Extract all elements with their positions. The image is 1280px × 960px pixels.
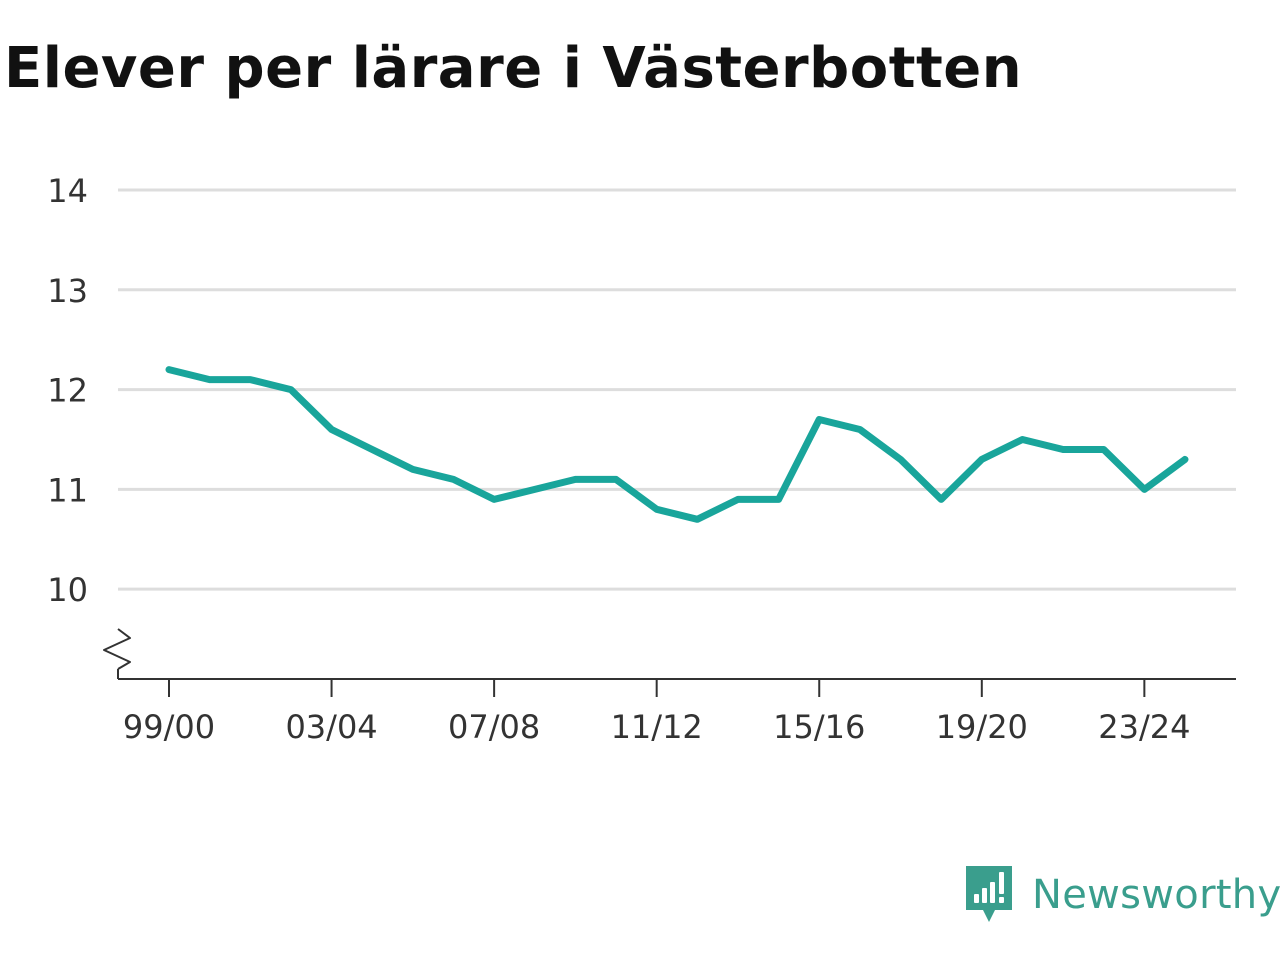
y-tick-label: 13 [47, 272, 88, 310]
y-axis-ticks: 10 11 12 13 14 [47, 172, 88, 609]
y-tick-label: 12 [47, 372, 88, 410]
x-tick-label: 23/24 [1098, 708, 1190, 746]
gridlines [118, 188, 1236, 591]
x-tick-label: 15/16 [773, 708, 865, 746]
series-layer [165, 366, 1189, 523]
y-tick-label: 10 [47, 571, 88, 609]
x-tick-label: 07/08 [448, 708, 540, 746]
y-tick-label: 14 [47, 172, 88, 210]
x-tick-label: 19/20 [936, 708, 1028, 746]
x-tick-label: 03/04 [285, 708, 377, 746]
brand-name: Newsworthy [1032, 872, 1280, 918]
x-tick-label: 99/00 [123, 708, 215, 746]
brand-logo: Newsworthy [964, 864, 1280, 926]
newsworthy-logo-icon [966, 866, 1012, 922]
x-tick-label: 11/12 [611, 708, 703, 746]
x-axis: 99/00 03/04 07/08 11/12 15/16 19/20 23/24 [103, 628, 1236, 746]
y-axis-break-mark [103, 628, 131, 670]
y-tick-label: 11 [47, 471, 88, 509]
chart-title: Elever per lärare i Västerbotten [4, 36, 1023, 101]
series-line [165, 366, 1189, 523]
